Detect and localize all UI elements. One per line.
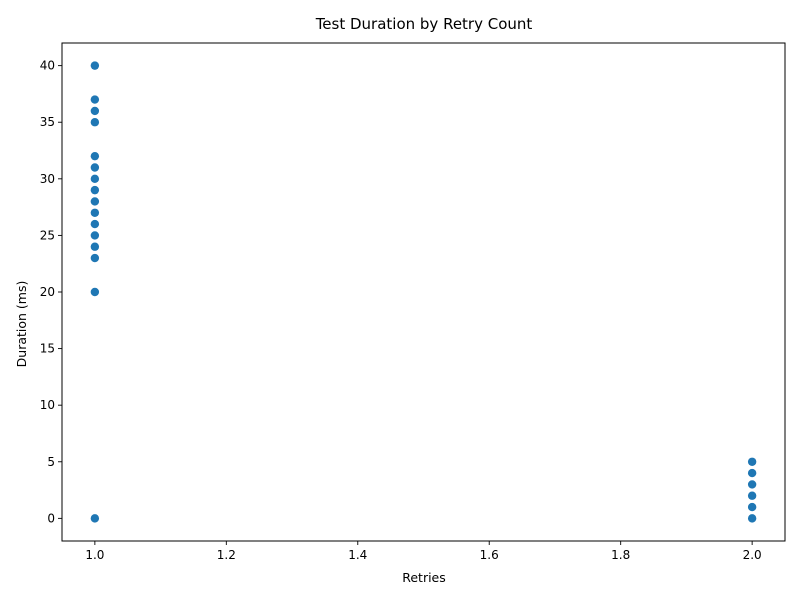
x-tick-label: 1.8 <box>611 548 630 562</box>
x-tick-label: 1.2 <box>217 548 236 562</box>
y-tick-label: 5 <box>47 455 55 469</box>
x-tick-label: 1.4 <box>348 548 367 562</box>
plot-area <box>61 42 786 542</box>
y-axis-ticks: 0 5 10 15 20 25 30 35 40 <box>40 59 62 525</box>
x-tick-label: 1.0 <box>85 548 104 562</box>
x-axis-ticks: 1.0 1.2 1.4 1.6 1.8 2.0 <box>85 541 762 562</box>
data-point <box>747 491 757 500</box>
data-point <box>90 118 100 127</box>
data-point <box>90 163 100 172</box>
data-point <box>747 480 757 489</box>
x-tick-label: 2.0 <box>743 548 762 562</box>
data-point <box>747 514 757 523</box>
data-point <box>90 514 100 523</box>
y-tick-label: 25 <box>40 228 55 242</box>
y-tick-label: 0 <box>47 511 55 525</box>
data-point <box>90 151 100 161</box>
data-point <box>90 242 100 251</box>
data-point <box>90 95 100 104</box>
data-point <box>747 457 757 466</box>
data-point <box>747 468 757 478</box>
data-point <box>90 185 100 195</box>
data-point <box>90 231 100 240</box>
data-point <box>90 208 100 217</box>
data-point <box>747 502 757 512</box>
data-point <box>90 106 100 116</box>
data-point <box>90 219 100 229</box>
data-point <box>90 287 100 297</box>
data-point <box>90 197 100 206</box>
y-tick-label: 10 <box>40 398 55 412</box>
y-tick-label: 20 <box>40 285 55 299</box>
chart-title: Test Duration by Retry Count <box>315 15 533 33</box>
x-axis-label: Retries <box>402 570 446 585</box>
y-tick-label: 40 <box>40 59 55 73</box>
x-tick-label: 1.6 <box>480 548 499 562</box>
y-axis-label: Duration (ms) <box>14 281 29 368</box>
data-point <box>90 253 100 263</box>
data-point <box>90 174 100 184</box>
y-tick-label: 30 <box>40 172 55 186</box>
plot-frame <box>61 42 786 542</box>
y-tick-label: 15 <box>40 342 55 356</box>
y-tick-label: 35 <box>40 115 55 129</box>
data-points <box>90 61 757 523</box>
data-point <box>90 61 100 70</box>
